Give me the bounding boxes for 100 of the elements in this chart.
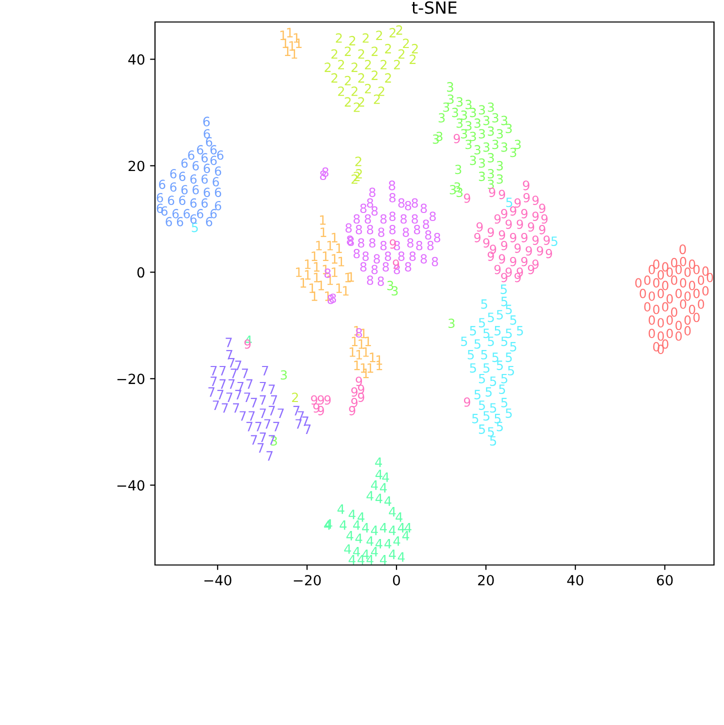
point — [389, 192, 396, 202]
series-label: 4 — [375, 458, 382, 467]
point — [494, 214, 501, 224]
point — [384, 496, 392, 506]
point — [389, 212, 396, 222]
point — [210, 208, 217, 218]
point — [371, 546, 378, 556]
series-label: 7 — [226, 338, 232, 348]
point — [371, 206, 378, 216]
point — [168, 196, 174, 206]
point — [702, 266, 709, 276]
point — [190, 198, 197, 208]
point — [675, 320, 682, 330]
point — [536, 246, 544, 256]
point — [688, 280, 696, 290]
point — [404, 200, 412, 210]
point — [366, 536, 374, 546]
point — [514, 198, 521, 208]
point — [156, 204, 164, 214]
point — [366, 491, 374, 501]
point — [684, 267, 691, 277]
point — [396, 512, 402, 522]
series-label: 5 — [500, 284, 507, 294]
point — [702, 286, 709, 296]
point — [541, 214, 548, 224]
point — [675, 331, 682, 341]
point — [380, 523, 387, 532]
series-label: 3 — [447, 82, 454, 92]
point — [490, 244, 496, 254]
point — [346, 531, 354, 540]
point — [498, 254, 506, 264]
point — [181, 158, 188, 168]
point — [409, 252, 416, 261]
point — [675, 264, 682, 274]
point — [476, 222, 483, 232]
point — [172, 208, 179, 218]
point — [190, 214, 197, 224]
series-label: 9 — [522, 180, 530, 190]
point — [176, 216, 184, 226]
point — [371, 264, 378, 274]
point — [532, 236, 539, 245]
point — [684, 315, 691, 325]
point — [404, 523, 412, 532]
point — [388, 550, 396, 560]
series-label: 6 — [203, 116, 210, 126]
point — [402, 531, 410, 540]
point — [382, 472, 390, 482]
point — [523, 192, 530, 202]
point — [514, 272, 521, 282]
point — [371, 526, 378, 536]
point — [190, 174, 197, 184]
point — [366, 554, 374, 564]
point — [201, 174, 208, 184]
point — [698, 299, 704, 309]
point — [528, 222, 534, 232]
point — [693, 264, 700, 274]
point — [693, 312, 700, 322]
point — [371, 480, 378, 490]
point — [398, 552, 405, 562]
x-tick-label: −40 — [204, 574, 232, 586]
point — [698, 275, 704, 285]
point — [498, 230, 506, 240]
series-label: 0 — [679, 244, 686, 254]
chart-title: t-SNE — [412, 1, 456, 14]
point — [366, 224, 374, 234]
series-label: 1 — [320, 215, 326, 225]
y-tick-label: 40 — [128, 54, 144, 65]
point — [214, 188, 222, 198]
x-tick-label: 20 — [478, 574, 494, 586]
point — [393, 536, 400, 546]
point — [355, 534, 362, 544]
point — [201, 153, 208, 162]
point — [693, 288, 700, 298]
point — [380, 240, 387, 250]
y-tick-label: 0 — [137, 267, 144, 278]
point — [348, 554, 356, 564]
x-tick-label: −20 — [294, 574, 321, 586]
point — [404, 262, 412, 272]
point — [201, 198, 208, 208]
point — [392, 260, 400, 269]
point — [680, 299, 686, 309]
point — [532, 196, 539, 206]
point — [181, 184, 188, 194]
point — [680, 256, 686, 266]
point — [214, 200, 222, 210]
point — [362, 252, 369, 261]
point — [358, 392, 364, 402]
point — [380, 483, 387, 493]
point — [684, 326, 691, 336]
series-label: 8 — [388, 180, 396, 190]
point — [414, 224, 420, 234]
point — [532, 212, 539, 222]
point — [388, 526, 396, 536]
point — [398, 523, 405, 532]
point — [675, 288, 682, 298]
point — [389, 224, 396, 234]
point — [340, 520, 347, 530]
point — [353, 520, 360, 530]
point — [432, 256, 438, 266]
x-tick-label: 40 — [567, 574, 584, 586]
